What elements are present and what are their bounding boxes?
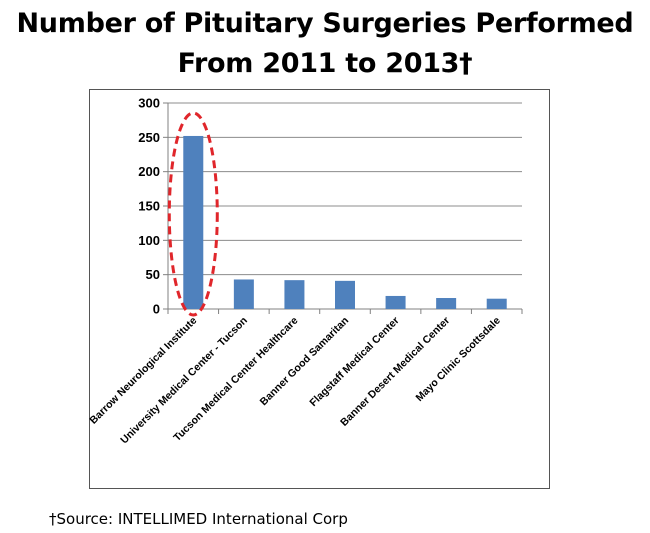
bar: [183, 135, 204, 309]
x-tick-label: Banner Desert Medical Center: [338, 315, 452, 429]
chart-title-line-2: From 2011 to 2013†: [177, 48, 473, 79]
y-tick-label: 300: [138, 96, 160, 111]
y-tick-label: 200: [138, 164, 160, 179]
x-tick-label: Mayo Clinic Scottsdale: [413, 315, 502, 404]
chart-frame: [89, 89, 550, 489]
y-tick-label: 100: [138, 233, 160, 248]
labels: 0 50 100 150 200 250 300 Barrow Neurological In…: [87, 96, 503, 447]
x-tick-label: Banner Good Samaritan: [258, 315, 351, 408]
bar: [486, 298, 507, 309]
chart-title: Number of Pituitary Surgeries Performed …: [0, 4, 650, 84]
y-tick-label: 0: [153, 302, 160, 317]
bar: [284, 280, 305, 309]
bar: [335, 280, 355, 309]
y-tick-label: 150: [138, 199, 160, 214]
highlight: [167, 111, 219, 317]
y-tick-label: 250: [138, 130, 160, 145]
bar: [436, 298, 457, 309]
x-tick-label: Flagstaff Medical Center: [307, 315, 401, 409]
x-tick-label: Barrow Neurological Institute: [87, 315, 199, 427]
chart-title-line-1: Number of Pituitary Surgeries Performed: [16, 8, 634, 39]
bar: [385, 295, 406, 309]
highlight-ellipse: [167, 111, 219, 317]
gridlines: [168, 102, 522, 276]
bars: [183, 135, 507, 309]
y-tick-label: 50: [146, 267, 160, 282]
source-footnote: †Source: INTELLIMED International Corp: [49, 510, 348, 528]
bar: [233, 279, 254, 309]
